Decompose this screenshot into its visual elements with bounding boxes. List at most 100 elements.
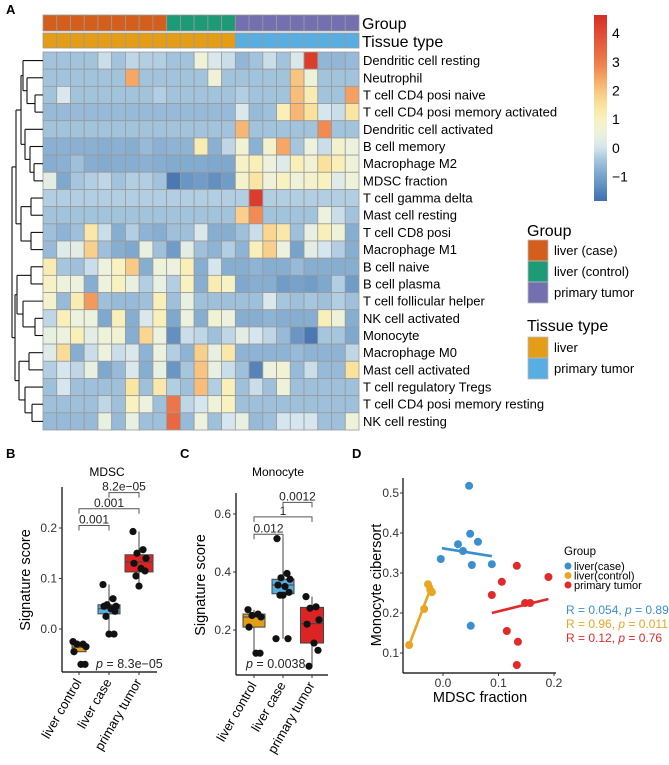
heatmap-cell (42, 120, 58, 139)
heatmap-cell (111, 343, 126, 362)
heatmap-cell (276, 68, 291, 87)
heatmap-cell (125, 395, 140, 414)
heatmap-cell (166, 154, 181, 173)
heatmap-cell (248, 171, 264, 190)
heatmap-cell (125, 309, 140, 328)
heatmap-cell (331, 292, 346, 311)
heatmap-cell (221, 326, 236, 345)
heatmap-cell (152, 103, 168, 122)
p-value: = 0.89 (632, 603, 669, 617)
heatmap-cell (262, 360, 277, 379)
group-legend-label: liver (control) (554, 264, 629, 279)
heatmap-cell (289, 309, 305, 328)
heatmap-cell (344, 103, 360, 122)
heatmap-cell (138, 85, 154, 104)
data-point (105, 630, 113, 638)
heatmap-cell (70, 292, 85, 311)
data-point (99, 580, 107, 589)
heatmap-cell (97, 189, 113, 208)
heatmap-cell (317, 292, 332, 311)
heatmap-cell (83, 68, 99, 87)
heatmap-cell (152, 378, 168, 397)
heatmap-cell (138, 189, 154, 208)
data-point (73, 640, 81, 648)
heatmap-cell (344, 309, 360, 328)
heatmap-cell (248, 51, 264, 70)
heatmap-cell (56, 85, 71, 104)
heatmap-cell (83, 257, 99, 276)
heatmap-cell (289, 223, 305, 242)
data-point (274, 581, 282, 589)
heatmap-cell (83, 171, 99, 190)
heatmap-cell (83, 120, 99, 139)
tissue-legend-label: liver (554, 340, 579, 355)
heatmap-cell (97, 378, 113, 397)
heatmap-cell (125, 206, 140, 225)
heatmap-cell (303, 137, 319, 156)
heatmap-cell (317, 343, 332, 362)
heatmap-cell (42, 378, 58, 397)
heatmap-cell (42, 103, 58, 122)
colorbar-tick-label: 1 (612, 111, 620, 127)
heatmap-cell (248, 395, 264, 414)
heatmap-cell (111, 223, 126, 242)
comparison-bracket (253, 533, 284, 540)
heatmap-cell (152, 68, 168, 87)
tissue-legend-swatch (527, 357, 549, 380)
heatmap-cell (111, 206, 126, 225)
data-point (129, 527, 137, 536)
scatter-point (465, 481, 474, 490)
panel-label-a: A (6, 2, 16, 17)
heatmap-cell (166, 292, 181, 311)
group-annotation-title: Group (362, 16, 407, 33)
heatmap-cell (221, 223, 236, 242)
data-point (305, 662, 313, 670)
heatmap-cell (207, 120, 223, 139)
heatmap-cell (221, 309, 236, 328)
p-symbol: p (617, 631, 625, 645)
heatmap-cell (179, 120, 195, 139)
scatter-point (513, 637, 522, 646)
heatmap-cell (138, 412, 154, 431)
heatmap-cell (207, 395, 223, 414)
monocyte-boxplot: Monocyte 0.2 0.4 0.6 Signature score liver co… (193, 465, 328, 756)
row-label: T cell CD4 posi memory activated (363, 105, 557, 120)
heatmap-cell (289, 85, 305, 104)
heatmap-cell (289, 206, 305, 225)
heatmap-cell (248, 137, 264, 156)
row-label: T cell gamma delta (363, 191, 473, 206)
heatmap-cell (207, 137, 223, 156)
heatmap-cell (331, 412, 346, 431)
heatmap-cell (262, 412, 277, 431)
heatmap-cell (221, 240, 236, 259)
heatmap-cell (56, 137, 71, 156)
group-annotation-cell (276, 14, 291, 32)
heatmap-cell (193, 171, 209, 190)
heatmap-cell (97, 103, 113, 122)
heatmap-cell (166, 120, 181, 139)
heatmap-cell (207, 378, 223, 397)
heatmap-cell (97, 292, 113, 311)
heatmap-cell (207, 171, 223, 190)
heatmap-cell (166, 68, 181, 87)
heatmap-cell (70, 274, 85, 293)
row-label: MDSC fraction (363, 173, 448, 188)
heatmap-cell (83, 189, 99, 208)
heatmap-cell (138, 292, 154, 311)
heatmap-cell (317, 137, 332, 156)
heatmap-cell (125, 274, 140, 293)
heatmap-cell (83, 274, 99, 293)
heatmap-cell (70, 360, 85, 379)
data-point (102, 612, 110, 620)
heatmap-cell (262, 343, 277, 362)
heatmap-cell (276, 85, 291, 104)
heatmap-cell (248, 68, 264, 87)
heatmap-cell (83, 360, 99, 379)
heatmap-cell (317, 378, 332, 397)
heatmap-cell (207, 51, 223, 70)
heatmap-cell (331, 171, 346, 190)
heatmap-cell (56, 343, 71, 362)
comparison-pvalue: 0.001 (94, 496, 124, 510)
heatmap-cell (221, 274, 236, 293)
x-tick-label: liver control (38, 676, 84, 741)
